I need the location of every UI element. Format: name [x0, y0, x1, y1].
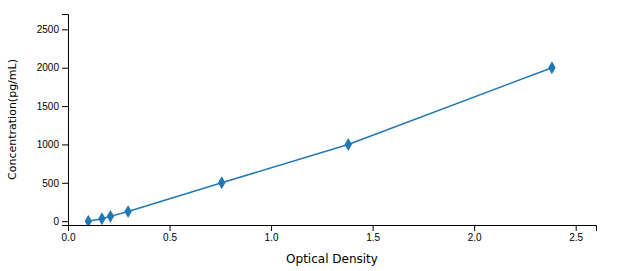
plot-area: 0.0 0.5 1.0 1.5 2.0 2.5 0 500 1000 1500 2000 2500 [37, 15, 597, 244]
y-tick: 2500 [37, 24, 68, 35]
point [345, 138, 352, 151]
y-tick-label: 2000 [37, 62, 60, 73]
y-tick-label: 1500 [37, 101, 60, 112]
y-tick: 0 [53, 216, 68, 227]
x-tick: 2.0 [468, 225, 482, 243]
y-tick-label: 0 [53, 216, 59, 227]
x-tick-mark [474, 225, 475, 231]
y-tick-mark [62, 183, 68, 184]
x-tick-mark [576, 225, 577, 231]
y-tick-label: 500 [42, 178, 59, 189]
y-tick-mark [62, 29, 68, 30]
y-tick: 2000 [37, 62, 68, 73]
line [88, 68, 552, 221]
point [107, 210, 114, 223]
y-tick-mark [62, 221, 68, 222]
y-tick-mark [62, 144, 68, 145]
point [124, 205, 131, 218]
x-tick: 0.0 [62, 225, 76, 243]
point [218, 176, 225, 189]
x-tick-label: 1.0 [265, 232, 279, 243]
y-tick-mark [62, 106, 68, 107]
y-axis: 0 500 1000 1500 2000 2500 [37, 15, 69, 227]
x-tick-label: 0.0 [62, 232, 76, 243]
x-axis: 0.0 0.5 1.0 1.5 2.0 2.5 [62, 225, 597, 243]
x-tick-label: 0.5 [163, 232, 177, 243]
x-tick-mark [170, 225, 171, 231]
x-tick-label: 1.5 [366, 232, 380, 243]
y-axis-line [62, 15, 69, 226]
y-tick-mark [62, 68, 68, 69]
y-tick: 500 [42, 178, 68, 189]
x-tick-mark [373, 225, 374, 231]
point [85, 215, 92, 225]
y-tick: 1000 [37, 139, 68, 150]
chart-svg: 0.0 0.5 1.0 1.5 2.0 2.5 0 500 1000 1500 2000 2500 Op… [0, 0, 618, 271]
x-axis-line [69, 226, 597, 232]
x-tick: 1.0 [265, 225, 279, 243]
marks [85, 61, 556, 225]
x-tick-label: 2.0 [468, 232, 482, 243]
y-tick-label: 1000 [37, 139, 60, 150]
x-tick-mark [271, 225, 272, 231]
x-tick: 1.5 [366, 225, 380, 243]
x-tick: 2.5 [569, 225, 583, 243]
y-axis-title: Concentration(pg/mL) [6, 59, 19, 180]
x-axis-title: Optical Density [286, 252, 378, 266]
point [548, 61, 555, 74]
y-tick-label: 2500 [37, 24, 60, 35]
x-tick-label: 2.5 [569, 232, 583, 243]
x-tick: 0.5 [163, 225, 177, 243]
y-tick: 1500 [37, 101, 68, 112]
point [98, 212, 105, 225]
chart-container: 0.0 0.5 1.0 1.5 2.0 2.5 0 500 1000 1500 2000 2500 Op… [0, 0, 618, 271]
